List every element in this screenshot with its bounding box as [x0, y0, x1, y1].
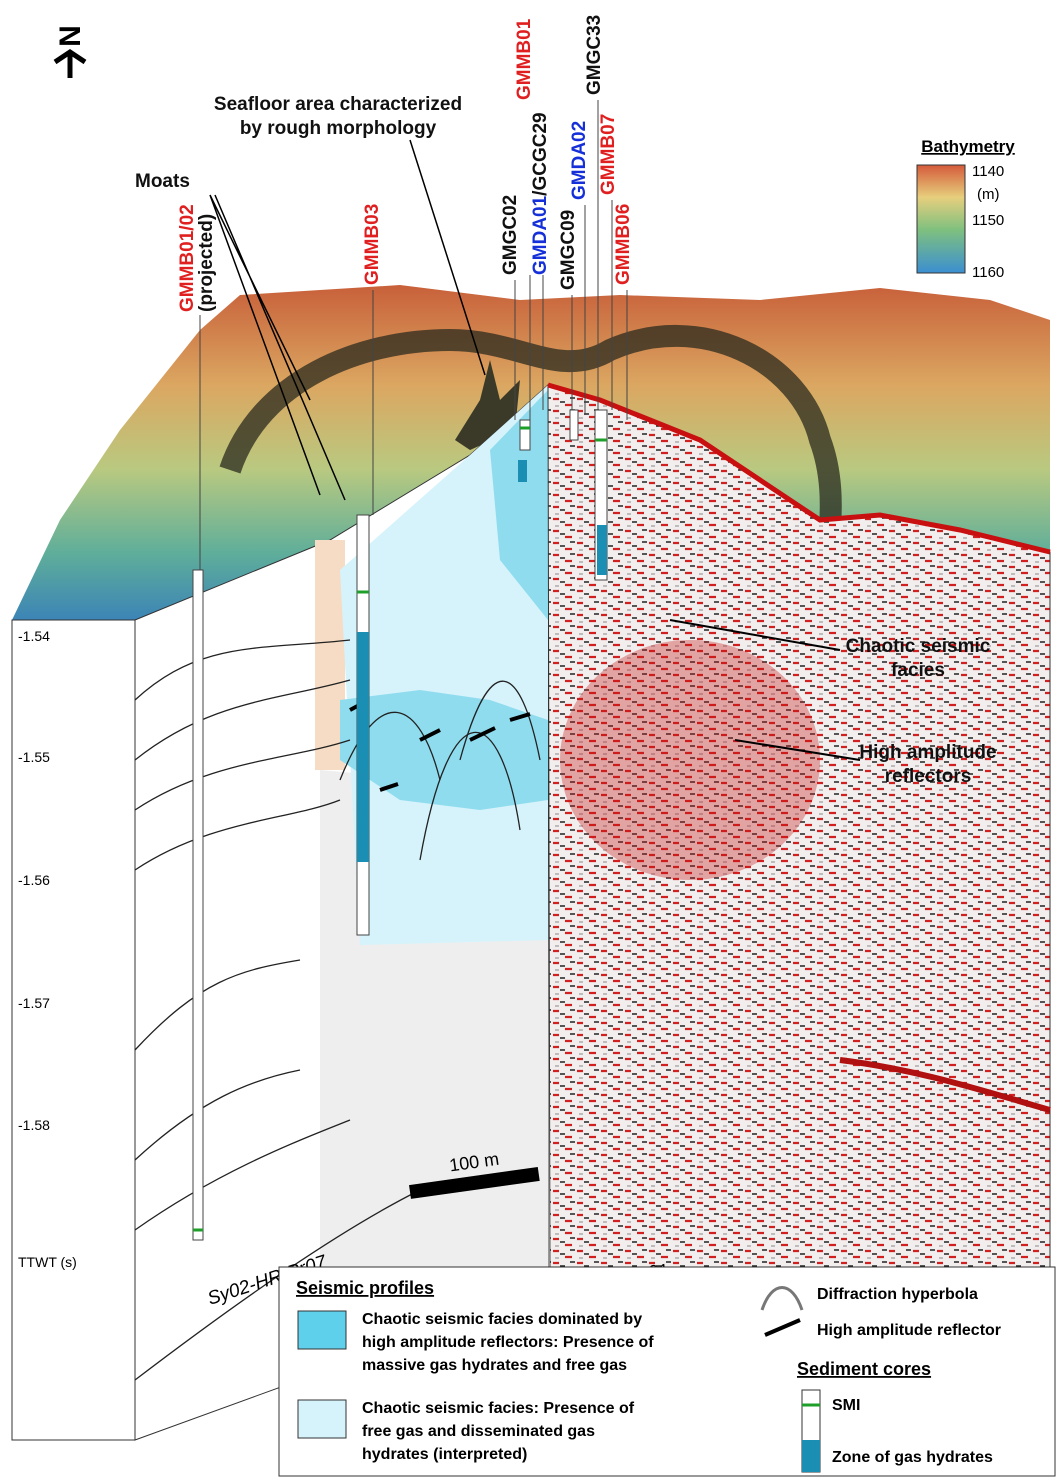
core-label: /GCGC29 — [530, 112, 551, 195]
annotation: reflectors — [885, 766, 972, 787]
annotation: Chaotic seismic — [846, 636, 991, 657]
legend-core-hydrate — [802, 1440, 820, 1472]
north-label: N — [54, 25, 87, 47]
bathymetry-scale — [917, 165, 965, 273]
annotation: High amplitude — [859, 742, 996, 763]
tick-label: -1.57 — [18, 995, 50, 1011]
core-label: GMMB03 — [362, 204, 383, 285]
core-label: GMGC09 — [558, 210, 579, 290]
hydrate-zone — [357, 632, 369, 862]
annotation: Moats — [135, 171, 190, 192]
legend-text: Chaotic seismic facies: Presence of — [362, 1400, 635, 1417]
tick-label: -1.58 — [18, 1117, 50, 1133]
core-label: GMDA02 — [569, 121, 590, 200]
tick-label: -1.54 — [18, 628, 50, 644]
legend-swatch — [298, 1400, 346, 1438]
legend-text: SMI — [832, 1397, 860, 1414]
legend-title: Sediment cores — [797, 1359, 931, 1379]
bathymetry-label: 1140 — [972, 163, 1004, 180]
legend-text: high amplitude reflectors: Presence of — [362, 1334, 654, 1351]
legend-text: free gas and disseminated gas — [362, 1423, 595, 1440]
legend-text: Zone of gas hydrates — [832, 1449, 993, 1466]
legend-text: High amplitude reflector — [817, 1322, 1001, 1339]
core-label: GMDA01/GCGC29 — [530, 112, 551, 275]
core-label: GMMB01 — [514, 18, 535, 100]
page: N GMMB01/02 (projected) GMMB03 GMGC02 GM… — [0, 0, 1060, 1477]
annotation: facies — [891, 660, 945, 681]
legend-swatch — [298, 1311, 346, 1349]
core-label: GMDA01 — [530, 195, 551, 275]
bathymetry-label: 1150 — [972, 212, 1004, 229]
left-face — [12, 620, 135, 1440]
core-label: GMGC02 — [500, 195, 521, 275]
axis-label: TTWT (s) — [18, 1254, 77, 1270]
legend-title: Seismic profiles — [296, 1278, 434, 1298]
legend-text: hydrates (interpreted) — [362, 1446, 527, 1463]
hydrate-zone — [597, 525, 607, 575]
core-label: GMMB01/02 — [177, 204, 198, 312]
tick-label: -1.56 — [18, 872, 50, 888]
bathymetry-title: Bathymetry — [921, 137, 1015, 156]
annotation: Seafloor area characterized — [214, 94, 462, 115]
core-label: GMGC33 — [584, 15, 605, 95]
bathymetry-label: 1160 — [972, 264, 1004, 281]
core-label: GMMB06 — [613, 204, 634, 285]
legend-text: massive gas hydrates and free gas — [362, 1357, 627, 1374]
north-arrow — [55, 52, 85, 78]
bathymetry-unit: (m) — [977, 186, 1000, 203]
core-label: (projected) — [196, 214, 217, 312]
hydrate-zone — [518, 460, 527, 482]
legend-text: Chaotic seismic facies dominated by — [362, 1311, 642, 1328]
tick-label: -1.55 — [18, 749, 50, 765]
chaotic-zone — [560, 640, 820, 880]
annotation: by rough morphology — [240, 118, 437, 139]
core-label: GMMB07 — [598, 114, 619, 195]
figure: N GMMB01/02 (projected) GMMB03 GMGC02 GM… — [0, 0, 1060, 1477]
legend-text: Diffraction hyperbola — [817, 1286, 978, 1303]
